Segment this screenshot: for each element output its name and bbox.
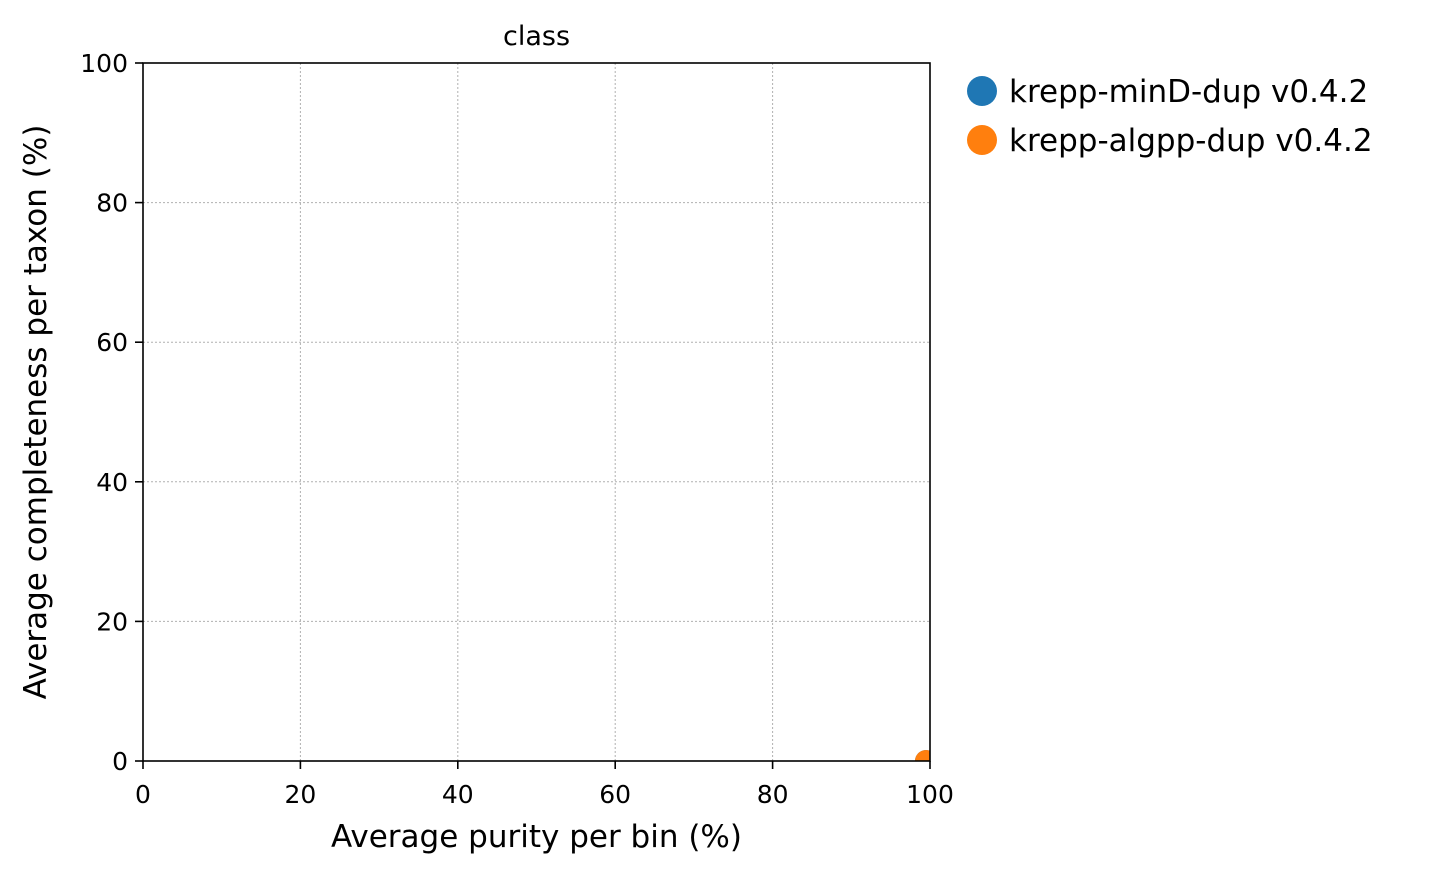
- y-tick-label: 80: [96, 189, 128, 218]
- points-layer: [915, 750, 930, 761]
- legend-label-1: krepp-minD-dup v0.4.2: [1009, 74, 1368, 110]
- y-tick-label: 60: [96, 328, 128, 357]
- legend-marker-2: [967, 125, 997, 155]
- legend-label-2: krepp-algpp-dup v0.4.2: [1009, 123, 1373, 159]
- x-tick-label: 60: [599, 780, 631, 809]
- x-axis-title: Average purity per bin (%): [331, 819, 742, 855]
- y-tick-label: 0: [112, 747, 128, 776]
- y-axis-title: Average completeness per taxon (%): [18, 125, 54, 700]
- grid-layer: [143, 63, 930, 761]
- y-tick-label: 40: [96, 468, 128, 497]
- x-tick-label: 20: [284, 780, 316, 809]
- chart-title: class: [503, 21, 570, 52]
- x-tick-label: 0: [135, 780, 151, 809]
- tick-layer: 0 20 40 60 80 100 0 20 40 60 80 100: [80, 49, 954, 809]
- series-2-point: [915, 750, 930, 761]
- x-tick-label: 100: [906, 780, 954, 809]
- y-tick-label: 100: [80, 49, 128, 78]
- y-tick-label: 20: [96, 607, 128, 636]
- x-tick-label: 80: [757, 780, 789, 809]
- x-tick-label: 40: [442, 780, 474, 809]
- legend: krepp-minD-dup v0.4.2 krepp-algpp-dup v0.…: [967, 74, 1373, 159]
- plot-area-frame: [142, 62, 931, 762]
- legend-marker-1: [967, 76, 997, 106]
